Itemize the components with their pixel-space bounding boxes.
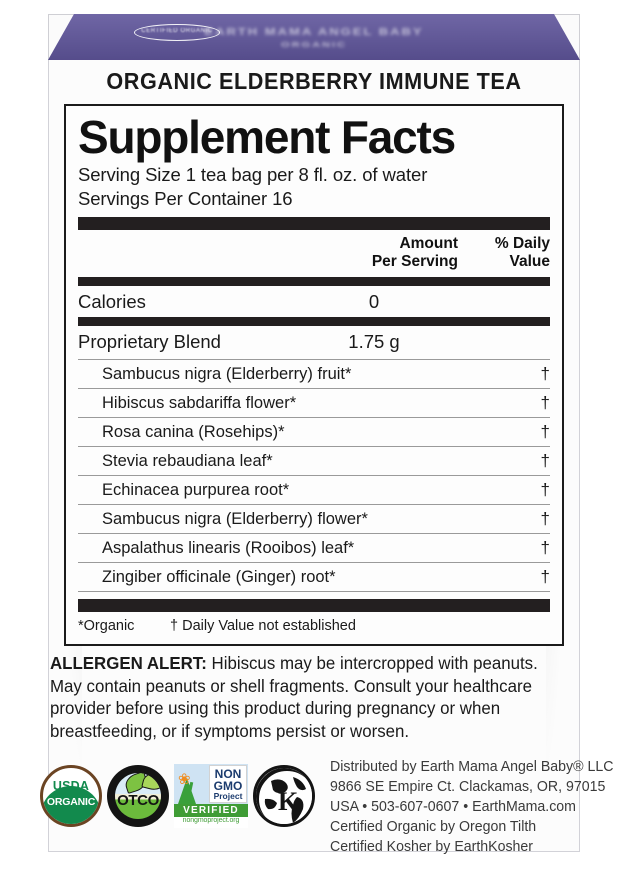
ingredient-list-bottom-rule	[78, 590, 550, 592]
top-panel-shine	[48, 14, 580, 60]
proprietary-blend-amount: 1.75 g	[348, 330, 400, 352]
supplement-facts-title: Supplement Facts	[78, 111, 456, 163]
nongmo-word-project: Project	[213, 791, 243, 801]
list-item: Echinacea purpurea root* †	[78, 474, 550, 504]
distributor-line-3: USA • 503-607-0607 • EarthMama.com	[330, 798, 576, 815]
daily-value-header: % Daily Value	[458, 230, 550, 277]
product-title: ORGANIC ELDERBERRY IMMUNE TEA	[106, 68, 522, 94]
otco-icon: OTCO ®	[107, 765, 169, 827]
rule-thick-top	[78, 217, 550, 230]
ingredient-dv-dagger: †	[540, 364, 550, 384]
nongmo-url: nongmoproject.org	[182, 817, 240, 824]
nutrient-row-calories: Calories 0	[78, 286, 550, 317]
allergen-alert-heading: ALLERGEN ALERT:	[50, 653, 207, 673]
ingredient-list: Sambucus nigra (Elderberry) fruit* † Hib…	[78, 358, 550, 592]
organic-label: ORGANIC	[46, 796, 96, 808]
serving-size-text: Serving Size 1 tea bag per 8 fl. oz. of …	[78, 163, 428, 185]
footnote-daily-value: † Daily Value not established	[170, 617, 356, 634]
ingredient-dv-dagger: †	[540, 538, 550, 558]
list-item: Sambucus nigra (Elderberry) fruit* †	[78, 358, 550, 388]
nongmo-verified-bar: VERIFIED	[174, 804, 248, 817]
distributor-line-5: Certified Kosher by EarthKosher	[330, 838, 534, 855]
ingredient-dv-dagger: †	[540, 567, 550, 587]
distributor-line-1: Distributed by Earth Mama Angel Baby® LL…	[330, 759, 614, 775]
brand-line-1: EARTH MAMA ANGEL BABY	[204, 25, 424, 38]
ingredient-dv-dagger: †	[540, 393, 550, 413]
servings-per-container-text: Servings Per Container 16	[78, 187, 293, 209]
carton-top-panel: CERTIFIED ORGANIC EARTH MAMA ANGEL BABY …	[48, 14, 580, 60]
column-headers-row: Amount Per Serving % Daily Value	[78, 230, 550, 277]
ingredient-name: Sambucus nigra (Elderberry) fruit*	[102, 365, 352, 384]
list-item: Stevia rebaudiana leaf* †	[78, 445, 550, 475]
top-panel-brand-text: EARTH MAMA ANGEL BABY ORGANIC	[48, 24, 580, 51]
distributor-info: Distributed by Earth Mama Angel Baby® LL…	[330, 758, 614, 858]
ingredient-dv-dagger: †	[540, 422, 550, 442]
ingredient-name: Stevia rebaudiana leaf*	[102, 452, 273, 471]
allergen-alert-text: Hibiscus may be intercropped with peanut…	[50, 653, 538, 741]
ingredient-name: Sambucus nigra (Elderberry) flower*	[102, 510, 368, 529]
footnote-organic: *Organic	[78, 617, 135, 634]
nongmo-wordmark: NON GMO Project	[209, 765, 247, 803]
supplement-facts-footnotes: *Organic † Daily Value not established	[78, 612, 550, 634]
rule-thick-bottom	[78, 598, 550, 612]
distributor-line-2: 9866 SE Empire Ct. Clackamas, OR, 97015	[330, 778, 606, 795]
allergen-alert-paragraph: ALLERGEN ALERT: Hibiscus may be intercro…	[50, 652, 554, 743]
ingredient-dv-dagger: †	[540, 451, 550, 471]
list-item: Sambucus nigra (Elderberry) flower* †	[78, 503, 550, 533]
ingredient-name: Echinacea purpurea root*	[102, 481, 290, 500]
nongmo-word-non: NON	[214, 767, 242, 781]
list-item: Aspalathus linearis (Rooibos) leaf* †	[78, 532, 550, 562]
butterfly-icon: ❀	[178, 771, 191, 788]
brand-line-2: ORGANIC	[281, 40, 347, 50]
ingredient-dv-dagger: †	[540, 509, 550, 529]
rule-under-calories	[78, 316, 550, 326]
earthkosher-globe-icon: K	[253, 765, 315, 827]
nutrient-row-proprietary-blend: Proprietary Blend 1.75 g	[78, 326, 550, 357]
otco-registered-mark: ®	[163, 819, 168, 825]
otco-inner-scene	[115, 773, 161, 819]
usda-label: USDA	[52, 779, 90, 793]
proprietary-blend-label: Proprietary Blend	[78, 330, 221, 352]
nongmo-word-gmo: GMO	[213, 779, 243, 793]
ingredient-name: Aspalathus linearis (Rooibos) leaf*	[102, 539, 355, 558]
dv-header-line2: Value	[509, 253, 551, 271]
distributor-line-4: Certified Organic by Oregon Tilth	[330, 818, 537, 835]
rule-under-headers	[78, 276, 550, 286]
list-item: Hibiscus sabdariffa flower* †	[78, 387, 550, 417]
ingredient-dv-dagger: †	[540, 480, 550, 500]
amount-per-serving-header: Amount Per Serving	[308, 230, 458, 277]
calories-label: Calories	[78, 290, 146, 312]
top-panel-seal: CERTIFIED ORGANIC	[134, 24, 220, 41]
usda-green-arc	[43, 786, 99, 824]
svg-text:K: K	[278, 787, 299, 816]
ingredient-name: Zingiber officinale (Ginger) root*	[102, 568, 336, 587]
amount-header-line1: Amount	[399, 235, 458, 252]
list-item: Zingiber officinale (Ginger) root* †	[78, 561, 550, 591]
dv-header-line1: % Daily	[494, 235, 550, 252]
certification-logos: USDA ORGANIC OTCO ® ❀ NON GMO Project VE…	[40, 758, 330, 834]
non-gmo-project-verified-icon: ❀ NON GMO Project VERIFIED nongmoproject…	[174, 764, 248, 828]
top-panel-seal-text: CERTIFIED ORGANIC	[141, 28, 213, 34]
otco-leaf-right-icon	[141, 773, 161, 793]
otco-label: OTCO	[117, 792, 159, 809]
calories-amount: 0	[368, 290, 380, 312]
list-item: Rosa canina (Rosehips)* †	[78, 416, 550, 446]
usda-organic-icon: USDA ORGANIC	[40, 765, 102, 827]
ingredient-name: Rosa canina (Rosehips)*	[102, 423, 285, 442]
amount-header-line2: Per Serving	[371, 253, 458, 271]
ingredient-name: Hibiscus sabdariffa flower*	[102, 394, 297, 413]
supplement-facts-panel: Supplement Facts Serving Size 1 tea bag …	[64, 104, 564, 646]
